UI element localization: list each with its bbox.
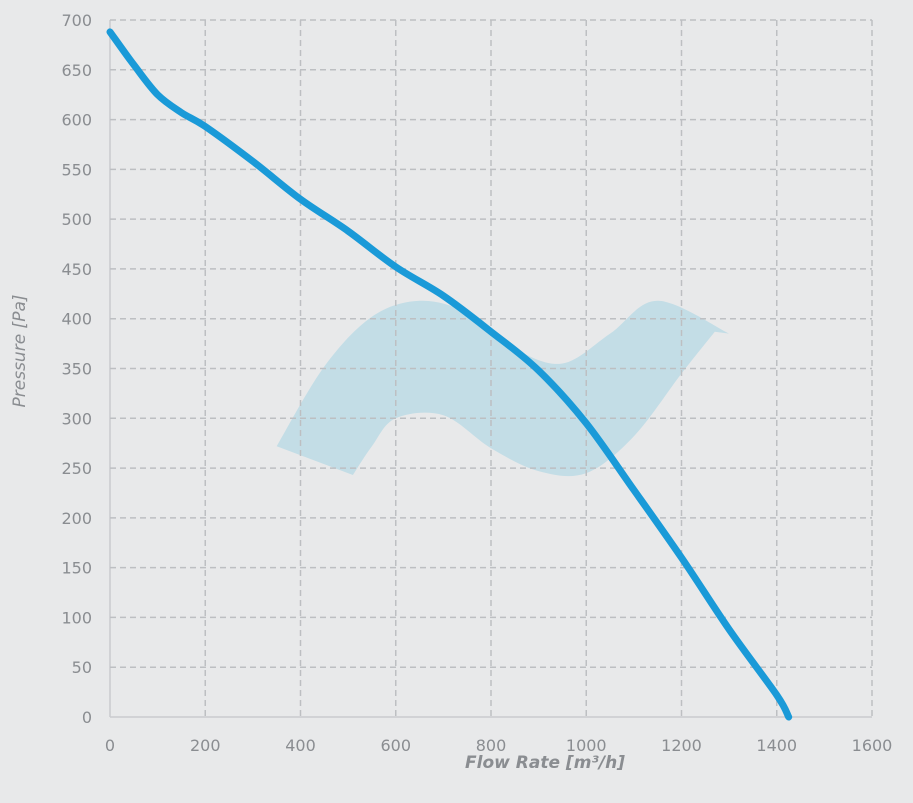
y-tick-label: 0	[82, 708, 92, 727]
curve-layer	[106, 28, 793, 721]
x-tick-label: 200	[190, 736, 221, 755]
x-tick-label: 1400	[756, 736, 797, 755]
y-tick-label: 700	[61, 11, 92, 30]
y-tick-label: 600	[61, 111, 92, 130]
y-tick-label: 50	[72, 658, 92, 677]
x-tick-label: 1600	[852, 736, 893, 755]
y-tick-label: 450	[61, 260, 92, 279]
x-tick-label: 0	[105, 736, 115, 755]
x-tick-label: 400	[285, 736, 316, 755]
y-tick-label: 350	[61, 360, 92, 379]
y-axis-ticks: 0 50 100 150 200 250 300 350 400 450 500 550 600 650 7…	[61, 11, 92, 727]
x-tick-label: 600	[380, 736, 411, 755]
operating-range-band	[276, 300, 730, 477]
y-tick-label: 150	[61, 559, 92, 578]
x-tick-label: 1000	[566, 736, 607, 755]
y-tick-label: 650	[61, 61, 92, 80]
series-line	[106, 28, 793, 721]
y-tick-label: 500	[61, 210, 92, 229]
x-tick-label: 1200	[661, 736, 702, 755]
x-tick-label: 800	[476, 736, 507, 755]
y-tick-label: 250	[61, 459, 92, 478]
gridlines	[109, 19, 873, 718]
x-axis-title: Flow Rate [m³/h]	[465, 753, 625, 773]
y-axis-title: Pressure [Pa]	[10, 295, 30, 408]
y-tick-label: 300	[61, 409, 92, 428]
y-tick-label: 100	[61, 608, 92, 627]
x-axis-ticks: 0 200 400 600 800 1000 1200 1400 1600	[105, 736, 892, 755]
y-tick-label: 550	[61, 160, 92, 179]
operating-band-layer	[276, 300, 730, 477]
y-tick-label: 400	[61, 310, 92, 329]
y-tick-label: 200	[61, 509, 92, 528]
